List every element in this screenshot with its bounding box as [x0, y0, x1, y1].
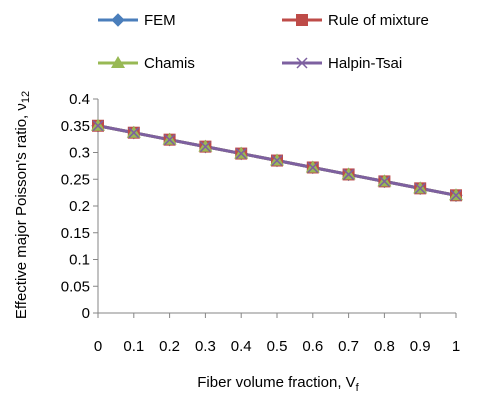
data-point	[164, 134, 176, 146]
x-axis-title-main: Fiber volume fraction, V	[197, 374, 355, 391]
x-tick-label: 0.5	[267, 338, 288, 355]
data-point	[378, 175, 390, 187]
legend-marker	[111, 56, 125, 68]
legend-item: Halpin-Tsai	[282, 55, 402, 72]
legend-item: Chamis	[98, 55, 195, 72]
legend-marker	[296, 14, 308, 26]
data-point	[235, 148, 247, 160]
series-markers	[91, 118, 463, 203]
x-tick-label: 1	[452, 338, 460, 355]
x-axis-title-sub: f	[356, 382, 360, 394]
data-point	[92, 120, 104, 132]
y-tick-label: 0.15	[61, 225, 90, 242]
x-tick-label: 0.1	[123, 338, 144, 355]
legend-marker	[111, 13, 125, 27]
y-tick-label: 0.25	[61, 171, 90, 188]
x-tick-label: 0.6	[302, 338, 323, 355]
legend-label: FEM	[144, 12, 176, 29]
x-tick-label: 0	[94, 338, 102, 355]
x-tick-label: 0.9	[410, 338, 431, 355]
legend: FEM Rule of mixture Chamis Halpin-Tsai	[98, 12, 429, 72]
x-axis-title: Fiber volume fraction, Vf	[197, 374, 359, 394]
legend-label: Chamis	[144, 55, 195, 72]
y-tick-label: 0	[82, 305, 90, 322]
y-tick-label: 0.3	[69, 145, 90, 162]
y-tick-labels: 0 0.05 0.1 0.15 0.2 0.25 0.3 0.35 0.4	[61, 91, 90, 322]
data-point	[343, 168, 355, 180]
y-axis-title: Effective major Poisson's ratio, ν12	[13, 91, 32, 319]
y-tick-label: 0.35	[61, 118, 90, 135]
data-point	[199, 141, 211, 153]
y-tick-label: 0.1	[69, 252, 90, 269]
legend-label: Rule of mixture	[328, 12, 429, 29]
x-tick-label: 0.3	[195, 338, 216, 355]
data-point	[128, 127, 140, 139]
x-tick-label: 0.8	[374, 338, 395, 355]
y-axis-title-main: Effective major Poisson's ratio, ν	[13, 103, 30, 319]
data-point	[271, 154, 283, 167]
legend-marker	[296, 57, 308, 69]
y-axis-title-sub: 12	[20, 91, 32, 103]
data-point	[307, 161, 319, 174]
x-tick-label: 0.4	[231, 338, 252, 355]
legend-item: FEM	[98, 12, 176, 29]
y-tick-label: 0.4	[69, 91, 90, 108]
legend-item: Rule of mixture	[282, 12, 429, 29]
x-tick-label: 0.2	[159, 338, 180, 355]
y-tick-label: 0.05	[61, 278, 90, 295]
data-point	[450, 189, 462, 201]
x-tick-label: 0.7	[338, 338, 359, 355]
legend-label: Halpin-Tsai	[328, 55, 402, 72]
y-tick-label: 0.2	[69, 198, 90, 215]
axes	[93, 98, 457, 318]
x-tick-labels: 0 0.1 0.2 0.3 0.4 0.5 0.6 0.7 0.8 0.9 1	[94, 338, 460, 355]
data-point	[414, 182, 426, 194]
